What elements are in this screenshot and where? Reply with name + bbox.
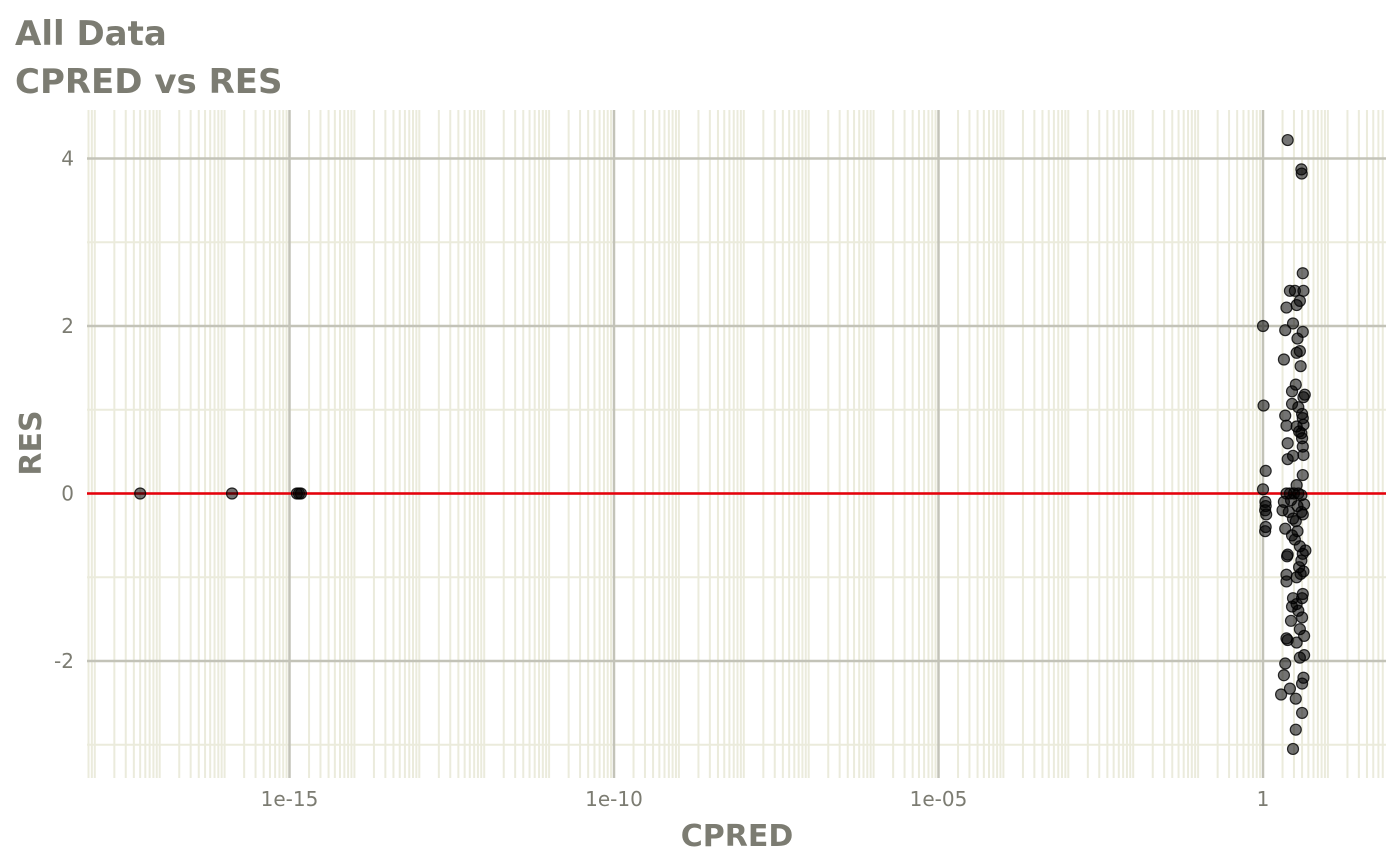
data-point xyxy=(1281,133,1294,147)
data-point xyxy=(1293,651,1306,664)
chart-subtitle: CPRED vs RES xyxy=(15,62,283,102)
data-point xyxy=(1281,437,1294,450)
x-tick-label: 1 xyxy=(1257,787,1270,811)
data-point xyxy=(1256,483,1270,496)
data-point xyxy=(1290,571,1303,584)
data-point xyxy=(1260,508,1273,521)
data-point xyxy=(1289,515,1302,528)
data-point xyxy=(1291,332,1304,345)
data-point xyxy=(1289,692,1302,705)
data-point xyxy=(1285,385,1299,398)
y-tick-label: 4 xyxy=(61,147,74,171)
points-layer xyxy=(134,133,1312,756)
data-point xyxy=(1290,346,1303,359)
data-point xyxy=(1284,614,1298,627)
y-axis-title: RES xyxy=(14,410,49,475)
data-point xyxy=(1280,301,1293,314)
data-point xyxy=(134,487,147,500)
data-point xyxy=(1297,448,1310,462)
data-point xyxy=(1295,611,1309,624)
data-point xyxy=(1279,324,1292,337)
data-point xyxy=(1286,742,1300,756)
data-point xyxy=(1279,409,1292,422)
y-tick-label: 2 xyxy=(61,314,74,338)
data-point xyxy=(1295,677,1309,690)
data-point xyxy=(1274,688,1288,701)
data-point xyxy=(1281,453,1294,466)
data-point xyxy=(1259,464,1272,477)
data-point xyxy=(1277,669,1291,682)
data-point xyxy=(1290,636,1303,649)
data-point xyxy=(1279,657,1292,670)
x-axis-title: CPRED xyxy=(681,819,794,854)
data-point xyxy=(1288,284,1301,297)
data-point xyxy=(1259,525,1272,538)
data-point xyxy=(1286,317,1300,330)
data-point xyxy=(1298,629,1311,642)
data-point xyxy=(1296,267,1309,280)
data-point xyxy=(1280,419,1293,432)
data-point xyxy=(1289,723,1302,736)
data-point xyxy=(294,487,308,500)
chart-title: All Data xyxy=(15,14,167,54)
data-point xyxy=(1257,399,1270,412)
tick-labels: 1e-15 1e-10 1e-05 1 -2 0 2 4 xyxy=(54,147,1269,812)
data-point xyxy=(225,487,239,500)
x-tick-label: 1e-10 xyxy=(585,787,643,811)
minor-grid xyxy=(87,110,1386,778)
data-point xyxy=(1295,167,1308,180)
data-point xyxy=(1277,353,1291,366)
y-tick-label: -2 xyxy=(54,649,74,673)
data-point xyxy=(1295,706,1309,720)
x-tick-label: 1e-05 xyxy=(910,787,968,811)
data-point xyxy=(1294,360,1307,373)
x-tick-label: 1e-15 xyxy=(261,787,319,811)
data-point xyxy=(1256,319,1270,333)
data-point xyxy=(1296,468,1309,482)
data-point xyxy=(1280,550,1294,563)
y-tick-label: 0 xyxy=(61,482,74,506)
data-point xyxy=(1297,391,1310,404)
data-point xyxy=(1280,575,1293,588)
data-point xyxy=(1283,682,1297,695)
data-point xyxy=(1290,298,1303,312)
